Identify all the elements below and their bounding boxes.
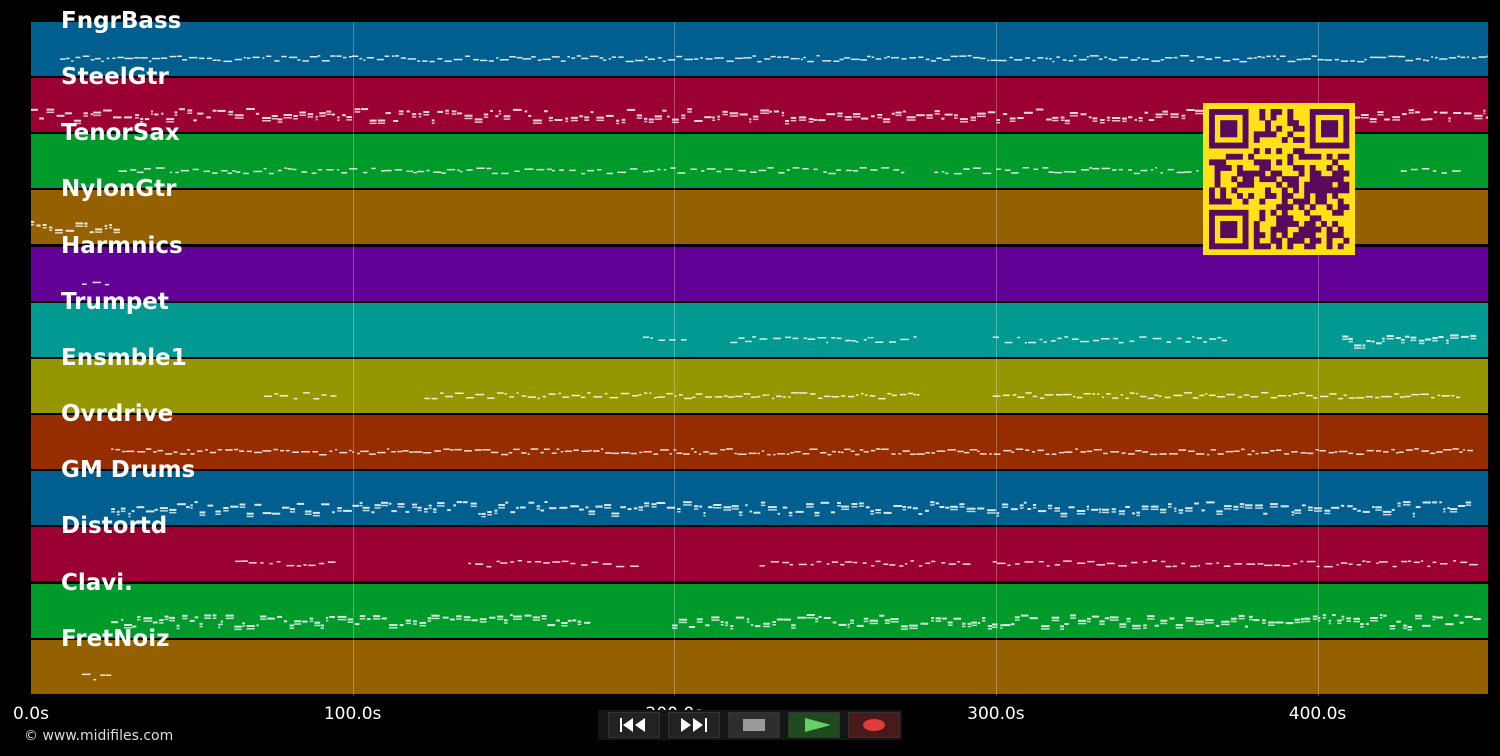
track-label: TenorSax	[61, 120, 180, 147]
record-button[interactable]	[848, 712, 900, 738]
track-label: Clavi.	[61, 569, 133, 596]
gridline	[352, 22, 354, 696]
track-notes	[82, 281, 110, 285]
stop-icon	[743, 719, 765, 731]
record-icon	[863, 719, 885, 731]
fast-forward-button[interactable]	[668, 712, 720, 738]
track-notes	[235, 560, 1478, 568]
track-label: GM Drums	[61, 457, 196, 484]
tick-label: 100.0s	[323, 704, 382, 724]
track-fretnoiz[interactable]: FretNoiz	[31, 626, 1488, 694]
track-label: FretNoiz	[61, 625, 170, 652]
play-button[interactable]	[788, 712, 840, 738]
track-label: Distortd	[61, 513, 168, 540]
tick-label: 400.0s	[1288, 704, 1347, 724]
track-notes	[111, 501, 1472, 518]
track-notes	[111, 613, 1481, 630]
rewind-button[interactable]	[608, 712, 660, 738]
track-gm-drums[interactable]: GM Drums	[31, 457, 1488, 526]
track-trumpet[interactable]: Trumpet	[31, 289, 1488, 357]
track-notes	[111, 448, 1473, 456]
track-clavi-[interactable]: Clavi.	[31, 570, 1488, 638]
gridline	[674, 22, 676, 696]
track-notes	[642, 334, 1477, 349]
track-notes	[264, 391, 1460, 400]
gridline	[995, 22, 997, 696]
track-label: FngrBass	[61, 8, 182, 34]
track-label: Ensmble1	[61, 344, 187, 371]
track-label: Ovrdrive	[61, 401, 174, 428]
track-distortd[interactable]: Distortd	[31, 513, 1488, 582]
rewind-icon	[620, 718, 645, 732]
tick-label: 0.0s	[13, 704, 49, 724]
track-fngrbass[interactable]: FngrBass	[31, 8, 1488, 76]
track-notes	[82, 673, 112, 681]
track-notes	[118, 167, 1461, 175]
track-label: NylonGtr	[61, 176, 177, 203]
fast-forward-icon	[681, 718, 707, 732]
track-ovrdrive[interactable]: Ovrdrive	[31, 401, 1488, 470]
track-label: Harmnics	[61, 232, 183, 259]
qr-code	[1203, 103, 1355, 255]
gridline	[1317, 22, 1319, 696]
transport-controls	[598, 710, 902, 740]
play-icon	[805, 718, 831, 732]
stop-button[interactable]	[728, 712, 780, 738]
copyright-text: © www.midifiles.com	[24, 728, 174, 744]
tick-label: 300.0s	[967, 704, 1025, 724]
track-label: SteelGtr	[61, 64, 169, 91]
track-harmnics[interactable]: Harmnics	[31, 233, 1488, 301]
track-label: Trumpet	[61, 288, 169, 315]
track-notes	[31, 221, 120, 235]
track-ensmble1[interactable]: Ensmble1	[31, 345, 1488, 413]
piano-roll[interactable]: FngrBass SteelGtr TenorSax NylonGtr Harmnics…	[31, 8, 1488, 696]
track-notes	[60, 55, 1488, 63]
